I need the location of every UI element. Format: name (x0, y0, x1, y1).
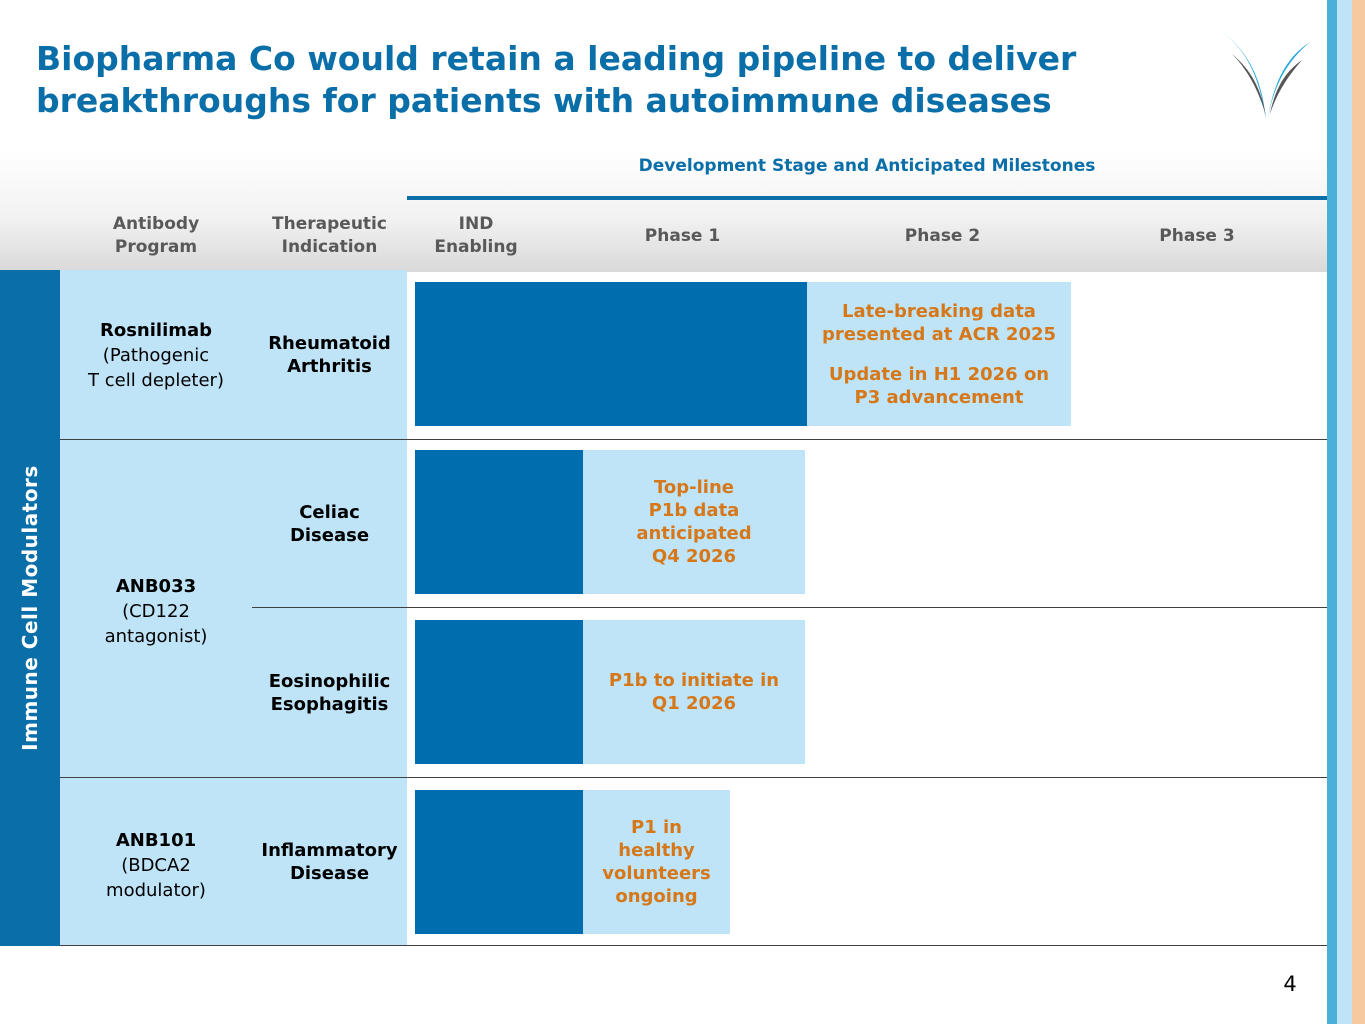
milestone-anb101-l1: P1 in (631, 817, 682, 838)
col-header-phase3: Phase 3 (1159, 225, 1235, 246)
program-anb033: ANB033 (CD122 antagonist) (60, 574, 252, 649)
indication-celiac-l1: Celiac (299, 502, 360, 523)
title-line-1: Biopharma Co would retain a leading pipe… (36, 39, 1077, 78)
sidebar-category-label: Immune Cell Modulators (0, 270, 60, 946)
col-header-indication-l2: Indication (281, 237, 378, 257)
milestone-anb101: P1 in healthy volunteers ongoing (583, 790, 730, 934)
milestone-anb033-eoe: P1b to initiate in Q1 2026 (583, 620, 805, 764)
sidebar-category-text: Immune Cell Modulators (18, 465, 43, 751)
program-anb033-name: ANB033 (115, 576, 197, 597)
col-header-phase1: Phase 1 (644, 225, 721, 246)
program-anb101-name: ANB101 (115, 830, 197, 851)
indication-ra-l1: Rheumatoid (268, 333, 391, 354)
indication-inflammatory-disease: Inflammatory Disease (252, 778, 407, 946)
col-header-ind-enabling: IND Enabling (407, 212, 545, 260)
dev-stage-underline (407, 196, 1327, 200)
col-header-ind-l2: Enabling (434, 237, 518, 257)
row-divider-3 (60, 945, 1327, 946)
col-header-program: Antibody Program (60, 212, 252, 260)
indication-ra-l2: Arthritis (287, 356, 372, 377)
progress-bar-anb101 (415, 790, 583, 934)
program-anb101: ANB101 (BDCA2 modulator) (60, 828, 252, 903)
indication-celiac-disease: Celiac Disease (252, 440, 407, 608)
milestone-celiac-l3: anticipated (636, 523, 752, 544)
col-header-indication-l1: Therapeutic (272, 214, 387, 234)
col-header-ind-l1: IND (458, 214, 494, 234)
page-number: 4 (1283, 972, 1297, 996)
program-rosnilimab-name: Rosnilimab (99, 320, 213, 341)
edge-stripe-peach (1352, 0, 1365, 1024)
row-divider-2 (60, 777, 1327, 778)
table-header-band (0, 150, 1327, 272)
slide-title: Biopharma Co would retain a leading pipe… (36, 38, 1186, 122)
milestone-anb101-l3: volunteers (602, 863, 711, 884)
milestone-rosnilimab-note1-l2: presented at ACR 2025 (821, 323, 1057, 345)
col-header-indication: Therapeutic Indication (252, 212, 407, 260)
milestone-eoe-l2: Q1 2026 (651, 693, 737, 714)
progress-bar-rosnilimab (415, 282, 807, 426)
milestone-rosnilimab: Late-breaking data presented at ACR 2025… (807, 282, 1071, 426)
program-anb101-desc-l1: (BDCA2 (121, 855, 191, 876)
milestone-celiac-l4: Q4 2026 (651, 546, 737, 567)
program-rosnilimab-desc-l1: (Pathogenic (102, 345, 210, 366)
col-header-phase2: Phase 2 (904, 225, 981, 246)
milestone-rosnilimab-note2-l2: P3 advancement (854, 386, 1024, 408)
milestone-rosnilimab-note2-l1: Update in H1 2026 on (828, 363, 1050, 385)
indication-inflammatory-l1: Inflammatory (261, 840, 398, 861)
milestone-eoe-l1: P1b to initiate in (608, 670, 780, 691)
title-line-2: breakthroughs for patients with autoimmu… (36, 81, 1052, 120)
milestone-anb033-celiac: Top-line P1b data anticipated Q4 2026 (583, 450, 805, 594)
dev-stage-heading: Development Stage and Anticipated Milest… (638, 156, 1096, 176)
program-rosnilimab: Rosnilimab (Pathogenic T cell depleter) (60, 318, 252, 393)
program-anb033-desc-l1: (CD122 (122, 601, 190, 622)
indication-rheumatoid-arthritis: Rheumatoid Arthritis (252, 270, 407, 440)
program-column-bg (60, 270, 407, 946)
milestone-celiac-l2: P1b data (648, 500, 740, 521)
col-header-program-l1: Antibody (112, 214, 200, 234)
milestone-anb101-l4: ongoing (615, 886, 698, 907)
col-header-program-l2: Program (114, 237, 198, 257)
progress-bar-anb033-celiac (415, 450, 583, 594)
edge-stripe-pale (1337, 0, 1352, 1024)
indication-eosinophilic-esophagitis: Eosinophilic Esophagitis (252, 608, 407, 778)
indication-celiac-l2: Disease (289, 525, 370, 546)
milestone-anb101-l2: healthy (618, 840, 695, 861)
indication-eoe-l1: Eosinophilic (268, 671, 391, 692)
edge-stripe-light-blue (1327, 0, 1337, 1024)
program-rosnilimab-desc-l2: T cell depleter) (88, 370, 224, 391)
row-divider-sub (252, 607, 1327, 608)
milestone-rosnilimab-note1-l1: Late-breaking data (842, 300, 1036, 322)
indication-eoe-l2: Esophagitis (270, 694, 389, 715)
program-anb101-desc-l2: modulator) (106, 880, 206, 901)
program-anb033-desc-l2: antagonist) (104, 626, 208, 647)
sidebar-category (0, 270, 60, 946)
milestone-celiac-l1: Top-line (654, 477, 734, 498)
row-divider-1 (60, 439, 1327, 440)
company-logo-icon (1222, 32, 1310, 120)
indication-inflammatory-l2: Disease (289, 863, 370, 884)
progress-bar-anb033-eoe (415, 620, 583, 764)
